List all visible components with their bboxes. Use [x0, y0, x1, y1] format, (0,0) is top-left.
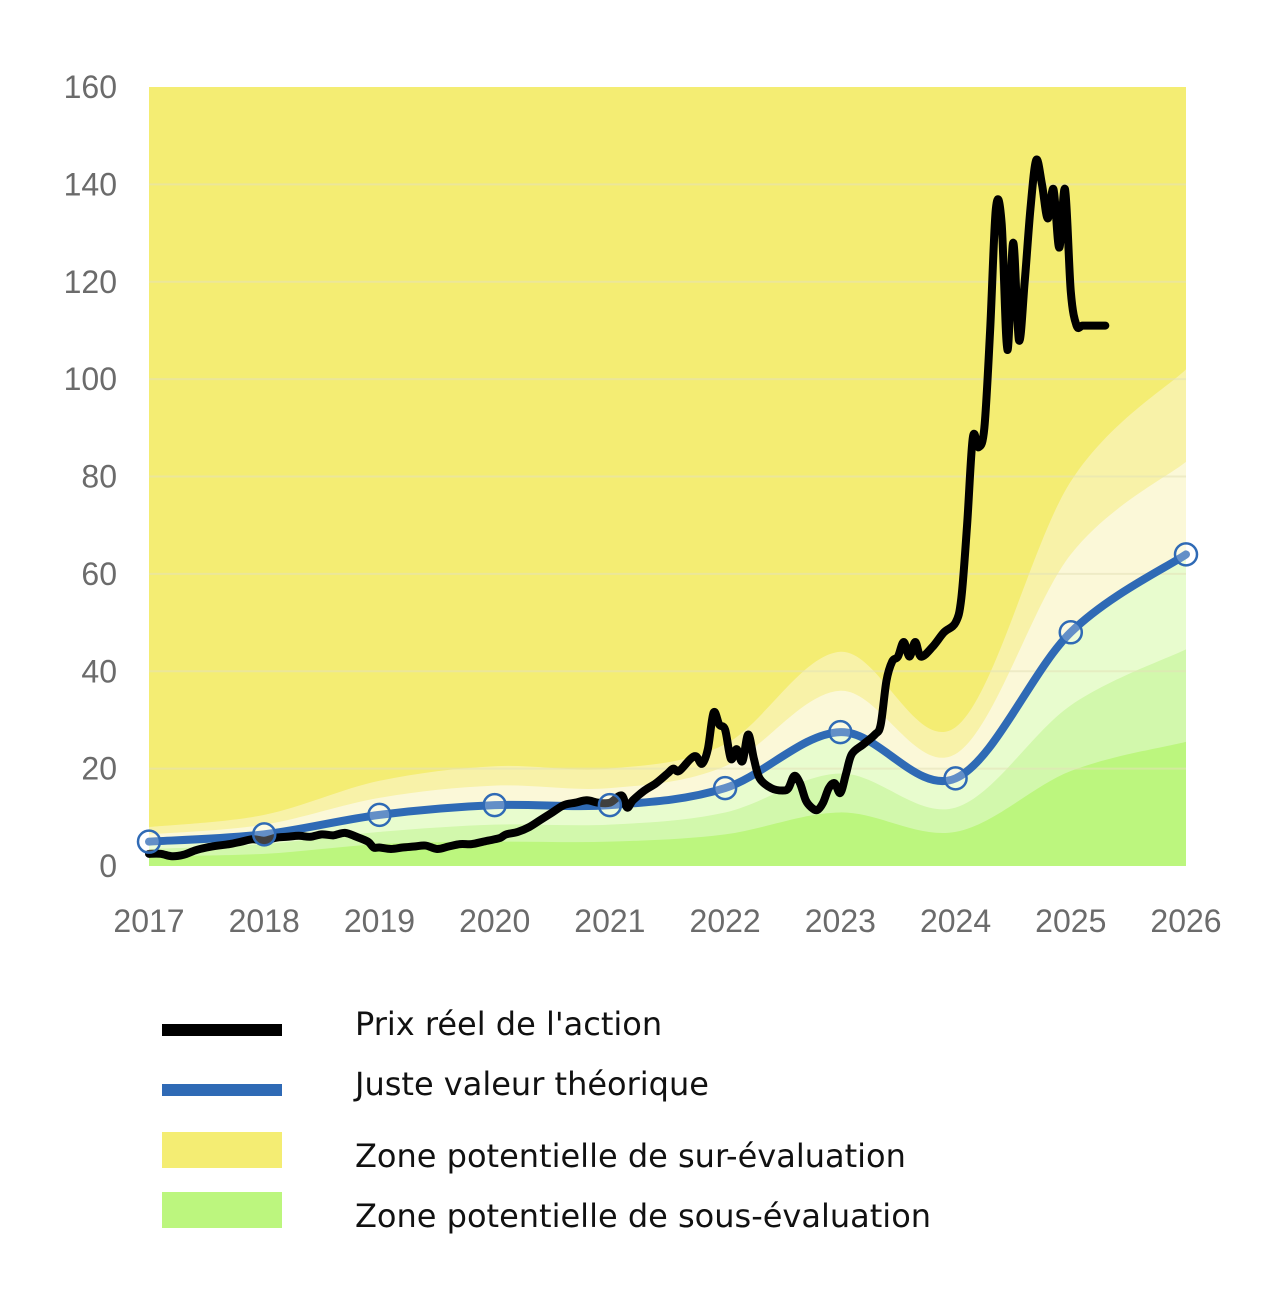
x-tick-label: 2018 — [229, 903, 300, 939]
legend-swatch-undervaluation — [162, 1192, 282, 1228]
legend-swatch-fair-value — [162, 1084, 282, 1096]
x-tick-label: 2022 — [690, 903, 761, 939]
x-tick-label: 2023 — [805, 903, 876, 939]
undervaluation-band-top — [149, 554, 1186, 866]
legend-label-undervaluation: Zone potentielle de sous-évaluation — [355, 1197, 932, 1235]
fair-value-point — [597, 792, 623, 818]
fair-value-point — [251, 822, 277, 847]
legend-label-price: Prix réel de l'action — [355, 1005, 663, 1043]
undervaluation-band-inner — [149, 649, 1186, 866]
x-tick-label: 2025 — [1035, 903, 1106, 939]
fair-value-point — [136, 829, 162, 854]
x-tick-label: 2026 — [1150, 903, 1221, 939]
legend-label-overvaluation: Zone potentielle de sur-évaluation — [355, 1137, 906, 1175]
valuation-bands — [149, 369, 1186, 866]
x-tick-label: 2019 — [344, 903, 415, 939]
x-tick-label: 2024 — [920, 903, 991, 939]
fair-value-point — [482, 792, 507, 818]
y-tick-label: 20 — [81, 751, 117, 787]
fair-value-point — [1173, 542, 1199, 567]
x-tick-label: 2021 — [574, 903, 645, 939]
x-tick-label: 2020 — [459, 903, 530, 939]
legend-item-undervaluation: Zone potentielle de sous-évaluation — [162, 1192, 1162, 1236]
series-lines — [145, 155, 1190, 861]
fair-value-line — [145, 550, 1190, 846]
legend-label-fair-value: Juste valeur théorique — [355, 1065, 709, 1103]
legend-item-price: Prix réel de l'action — [162, 1004, 1162, 1044]
undervaluation-band-outer — [149, 741, 1186, 866]
x-tick-label: 2017 — [113, 903, 184, 939]
y-axis-ticks: 0 20 40 60 80 100 120 140 160 — [64, 69, 117, 884]
overvaluation-band-outer — [149, 369, 1186, 866]
y-tick-label: 40 — [81, 653, 117, 689]
x-axis-ticks: 2017 2018 2019 2020 2021 2022 2023 2024 2025 2026 — [113, 903, 1221, 939]
y-tick-label: 60 — [81, 556, 117, 592]
legend-swatch-price — [162, 1024, 282, 1036]
y-tick-label: 80 — [81, 459, 117, 495]
y-tick-label: 0 — [99, 848, 117, 884]
fair-value-point — [943, 766, 968, 791]
overvaluation-band-inner — [149, 461, 1186, 866]
price-line — [145, 155, 1110, 861]
fair-value-markers — [136, 542, 1199, 854]
legend-item-overvaluation: Zone potentielle de sur-évaluation — [162, 1132, 1162, 1176]
fair-value-point — [1058, 620, 1084, 645]
y-tick-label: 120 — [64, 264, 117, 300]
fair-value-point — [828, 719, 853, 745]
fair-value-point — [712, 775, 738, 801]
legend-item-fair-value: Juste valeur théorique — [162, 1064, 1162, 1104]
legend-swatch-overvaluation — [162, 1132, 282, 1168]
y-tick-label: 160 — [64, 69, 117, 105]
y-tick-label: 140 — [64, 166, 117, 202]
fair-value-point — [367, 802, 392, 828]
y-tick-label: 100 — [64, 361, 117, 397]
